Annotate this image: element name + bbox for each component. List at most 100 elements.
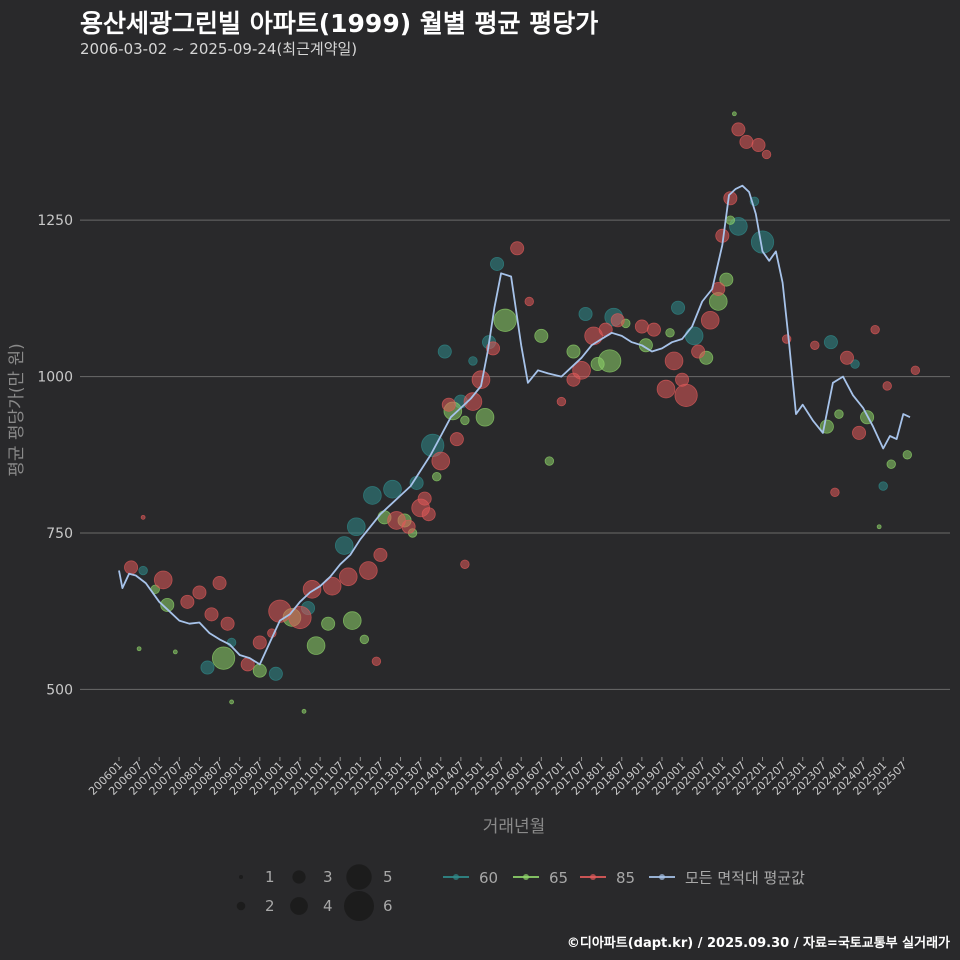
point-area-85 — [421, 507, 436, 522]
point-area-65 — [876, 524, 882, 530]
point-area-60 — [200, 660, 215, 675]
point-area-65 — [321, 616, 336, 631]
point-area-85 — [852, 425, 867, 440]
point-area-65 — [534, 328, 549, 343]
point-area-65 — [160, 597, 175, 612]
color-legend-label: 모든 면적대 평균값 — [685, 869, 805, 887]
point-area-85 — [124, 560, 139, 575]
point-area-60 — [878, 481, 888, 491]
size-legend-marker — [292, 870, 306, 884]
point-area-60 — [578, 306, 593, 321]
size-legend-label: 3 — [323, 868, 333, 886]
point-area-65 — [665, 328, 675, 338]
point-area-65 — [342, 611, 362, 630]
point-area-65 — [725, 215, 736, 225]
point-area-85 — [910, 365, 921, 376]
point-area-85 — [486, 341, 501, 356]
point-area-85 — [153, 570, 173, 590]
point-area-85 — [700, 310, 720, 330]
color-legend-label: 60 — [479, 869, 498, 887]
point-area-85 — [268, 599, 292, 623]
point-area-85 — [417, 491, 432, 506]
point-area-60 — [750, 230, 775, 254]
chart-title: 용산세광그린빌 아파트(1999) 월별 평균 평당가 — [80, 9, 599, 38]
point-area-60 — [823, 335, 838, 350]
x-axis-title: 거래년월 — [483, 817, 546, 837]
point-area-65 — [229, 699, 235, 705]
color-legend: 60 65 85 모든 면적대 평균값 — [443, 869, 805, 887]
color-legend-marker — [523, 874, 529, 880]
point-area-85 — [441, 397, 456, 412]
point-area-85 — [556, 396, 567, 407]
point-area-85 — [401, 519, 416, 534]
y-axis-title: 평균 평당가(만 원) — [7, 343, 27, 477]
point-area-60 — [437, 344, 452, 359]
size-legend: 1 2 3 4 5 6 — [236, 864, 393, 921]
point-area-60 — [363, 486, 382, 505]
point-area-60 — [138, 565, 148, 576]
point-area-60 — [490, 256, 505, 271]
point-area-65 — [886, 459, 896, 469]
point-area-65 — [493, 308, 517, 332]
chart-subtitle: 2006-03-02 ~ 2025-09-24(최근계약일) — [80, 40, 358, 58]
point-area-85 — [870, 324, 880, 335]
point-area-60 — [346, 517, 366, 537]
point-area-85 — [180, 594, 195, 609]
point-area-60 — [268, 666, 283, 681]
size-legend-marker — [346, 864, 372, 890]
point-area-65 — [252, 663, 267, 678]
point-area-85 — [664, 351, 684, 371]
point-area-85 — [572, 361, 591, 380]
size-legend-label: 5 — [383, 868, 393, 886]
gridlines — [80, 219, 950, 690]
point-area-65 — [719, 272, 734, 287]
point-area-60 — [671, 300, 686, 315]
point-area-85 — [338, 567, 358, 587]
point-area-60 — [850, 359, 860, 369]
point-area-85 — [204, 607, 219, 622]
point-area-60 — [334, 536, 354, 555]
point-area-65 — [172, 649, 178, 655]
y-tick-label: 750 — [46, 526, 73, 542]
size-legend-marker — [239, 875, 243, 879]
y-axis-ticks: 500 750 1000 1250 — [37, 213, 73, 698]
y-tick-label: 500 — [46, 682, 73, 698]
point-area-65 — [211, 646, 236, 670]
point-area-65 — [544, 456, 555, 466]
point-area-85 — [431, 451, 451, 471]
point-area-65 — [902, 450, 913, 460]
point-area-65 — [306, 636, 326, 655]
size-legend-label: 6 — [383, 897, 393, 915]
point-area-85 — [656, 379, 676, 399]
size-legend-marker — [236, 901, 246, 911]
point-area-85 — [449, 432, 464, 447]
point-area-85 — [140, 514, 146, 520]
point-area-85 — [322, 576, 342, 596]
point-area-85 — [839, 350, 854, 365]
point-area-65 — [834, 409, 844, 419]
point-area-65 — [432, 471, 442, 482]
point-area-85 — [691, 344, 706, 359]
color-legend-marker — [659, 874, 665, 880]
point-area-85 — [674, 383, 698, 407]
point-area-85 — [634, 319, 649, 334]
point-area-85 — [252, 635, 267, 650]
color-legend-marker — [590, 874, 596, 880]
point-area-65 — [359, 634, 370, 645]
point-area-85 — [471, 370, 491, 390]
size-legend-label: 1 — [265, 868, 275, 886]
x-axis-ticks: 2006012006072007012007072008012008072009… — [86, 757, 909, 798]
point-area-65 — [460, 415, 470, 426]
point-area-85 — [751, 138, 766, 153]
point-area-85 — [373, 547, 388, 562]
size-legend-label: 4 — [323, 897, 333, 915]
y-tick-label: 1250 — [37, 213, 73, 229]
point-area-85 — [810, 340, 820, 350]
average-line — [118, 184, 911, 666]
footer-credit: ©디아파트(dapt.kr) / 2025.09.30 / 자료=국토교통부 실… — [566, 936, 950, 951]
point-area-65 — [301, 708, 307, 714]
color-legend-marker — [453, 874, 459, 880]
point-area-85 — [371, 656, 382, 666]
point-area-60 — [468, 356, 478, 366]
